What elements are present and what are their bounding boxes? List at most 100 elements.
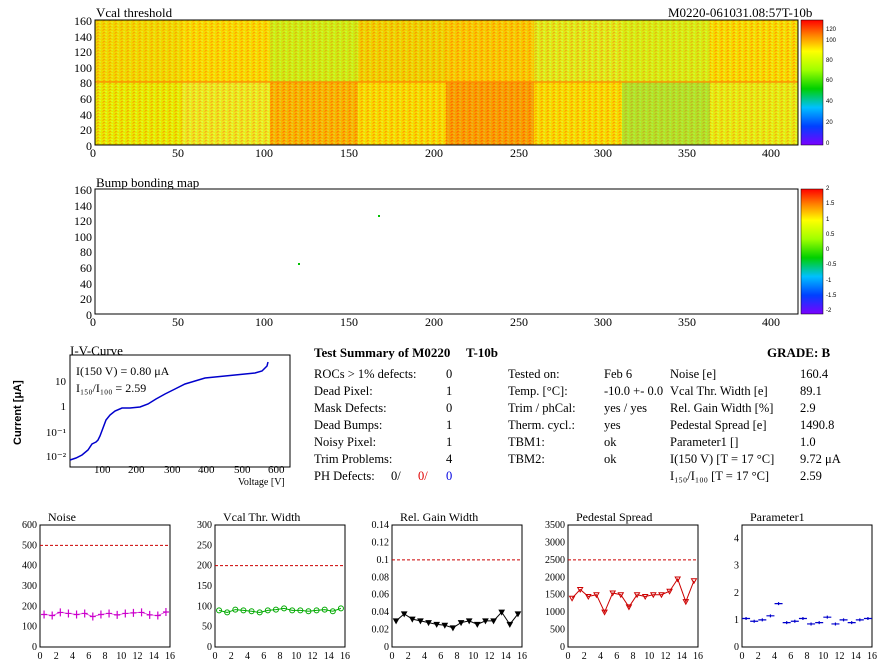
summary-chart-point (138, 608, 145, 617)
summary-chart-point (807, 622, 816, 626)
summary-sub: T-10b (466, 345, 499, 360)
bump-ytick: 80 (80, 245, 92, 259)
summary-chart-xtick: 0 (566, 651, 571, 662)
summary-chart-point (766, 614, 775, 618)
summary-chart-frame (214, 524, 346, 648)
summary-chart-xtick: 0 (390, 651, 395, 662)
summary-chart-point (256, 609, 263, 616)
summary-chart-point (417, 618, 424, 625)
vcal-palette-tick: 80 (826, 58, 833, 64)
summary-chart-point (289, 607, 296, 614)
summary-chart-ytick: 4 (734, 534, 739, 545)
vcal-xtick: 350 (678, 146, 696, 160)
summary-chart-point (617, 592, 625, 599)
summary-chart-point (649, 592, 657, 599)
summary-value: ok (604, 435, 617, 449)
summary-title: Test Summary of M0220 (314, 345, 451, 360)
vcal-xtick: 250 (510, 146, 528, 160)
summary-value: 9.72 μA (800, 452, 841, 466)
bump-map (94, 188, 799, 315)
vcal-ytick: 100 (74, 61, 92, 75)
bump-ytick: 20 (80, 292, 92, 306)
summary-chart-xtick: 10 (818, 651, 828, 662)
summary-chart-point (831, 622, 840, 626)
summary-chart-xtick: 4 (422, 651, 427, 662)
bump-palette-tick: -2 (826, 308, 832, 314)
summary-chart-ytick: 0 (734, 642, 739, 653)
bump-defect-1 (378, 215, 380, 217)
summary-chart-point (240, 607, 247, 614)
iv-xtick: 500 (234, 464, 251, 476)
summary-chart-point (433, 621, 441, 628)
summary-chart-point (106, 609, 113, 618)
vcal-palette-labels: 0 20 40 60 80 100 120 (826, 20, 856, 150)
summary-chart-point (337, 605, 344, 612)
iv-x-axis: 100 200 300 400 500 600 (90, 464, 300, 478)
summary-chart-xtick: 10 (644, 651, 654, 662)
summary-chart-point (297, 607, 304, 614)
summary-chart-title: Pedestal Spread (576, 510, 653, 524)
summary-chart-xtick: 16 (340, 651, 350, 662)
vcal-ytick: 0 (86, 139, 92, 153)
summary-value: yes / yes (604, 401, 648, 415)
summary-chart-title: Parameter1 (750, 510, 805, 524)
summary-chart-xtick: 16 (517, 651, 527, 662)
iv-ytick: 10⁻¹ (45, 427, 66, 439)
summary-chart-xtick: 10 (468, 651, 478, 662)
summary-chart-point (674, 576, 682, 583)
summary-chart-xtick: 0 (213, 651, 218, 662)
vcal-xtick: 0 (90, 146, 96, 160)
summary-chart-ytick: 0.06 (372, 590, 390, 601)
summary-chart-xtick: 12 (133, 651, 143, 662)
summary-chart-point (465, 618, 473, 625)
summary-value: 1 (446, 418, 453, 432)
bump-ytick: 160 (74, 183, 92, 197)
bump-palette-tick: 1 (826, 217, 830, 223)
summary-label: Therm. cycl.: (508, 418, 575, 432)
summary-chart-ytick: 2 (734, 588, 739, 599)
summary-chart-xtick: 2 (229, 651, 234, 662)
vcal-map (94, 19, 799, 146)
summary-chart-point (506, 621, 514, 628)
summary-value: 1 (446, 384, 453, 398)
summary-chart-ytick: 0.02 (372, 625, 390, 636)
summary-chart-series-line (571, 577, 695, 614)
bump-ytick: 60 (80, 261, 92, 275)
bump-xtick: 400 (762, 315, 780, 329)
summary-chart-ytick: 3000 (545, 537, 565, 548)
summary-chart-ytick: 600 (22, 520, 37, 531)
iv-ytick: 10⁻² (45, 451, 66, 463)
bump-palette-tick: -1 (826, 278, 832, 284)
summary-chart-point (400, 611, 408, 618)
summary-chart-ytick: 0.14 (372, 520, 390, 531)
bump-ytick: 120 (74, 214, 92, 228)
vcal-xtick: 400 (762, 146, 780, 160)
vcal-ytick: 60 (80, 92, 92, 106)
bump-palette-tick: -0.5 (826, 262, 837, 268)
vcal-ytick: 20 (80, 123, 92, 137)
iv-title: I-V-Curve (70, 343, 123, 358)
summary-chart-point (329, 608, 336, 615)
summary-chart-point (65, 609, 72, 618)
summary-chart-point (601, 609, 608, 616)
summary-chart-point (97, 610, 104, 619)
summary-chart-point (313, 607, 320, 614)
summary-value: ok (604, 452, 617, 466)
vcal-y-axis: 0 20 40 60 80 100 120 140 160 (64, 14, 92, 154)
bump-x-axis: 0 50 100 150 200 250 300 350 400 (90, 315, 810, 331)
summary-chart-ytick: 0.08 (372, 572, 390, 583)
summary-label: TBM1: (508, 435, 545, 449)
summary-label: Vcal Thr. Width [e] (670, 384, 768, 398)
summary-chart-point (248, 608, 255, 615)
summary-chart-point (609, 590, 617, 597)
summary-value: 89.1 (800, 384, 822, 398)
summary-chart-xtick: 6 (86, 651, 91, 662)
summary-chart-point (81, 609, 88, 618)
bump-palette-tick: -1.5 (826, 293, 837, 299)
summary-chart-xtick: 8 (631, 651, 636, 662)
bump-xtick: 200 (425, 315, 443, 329)
summary-chart-frame (39, 524, 171, 648)
iv-xtick: 400 (198, 464, 215, 476)
